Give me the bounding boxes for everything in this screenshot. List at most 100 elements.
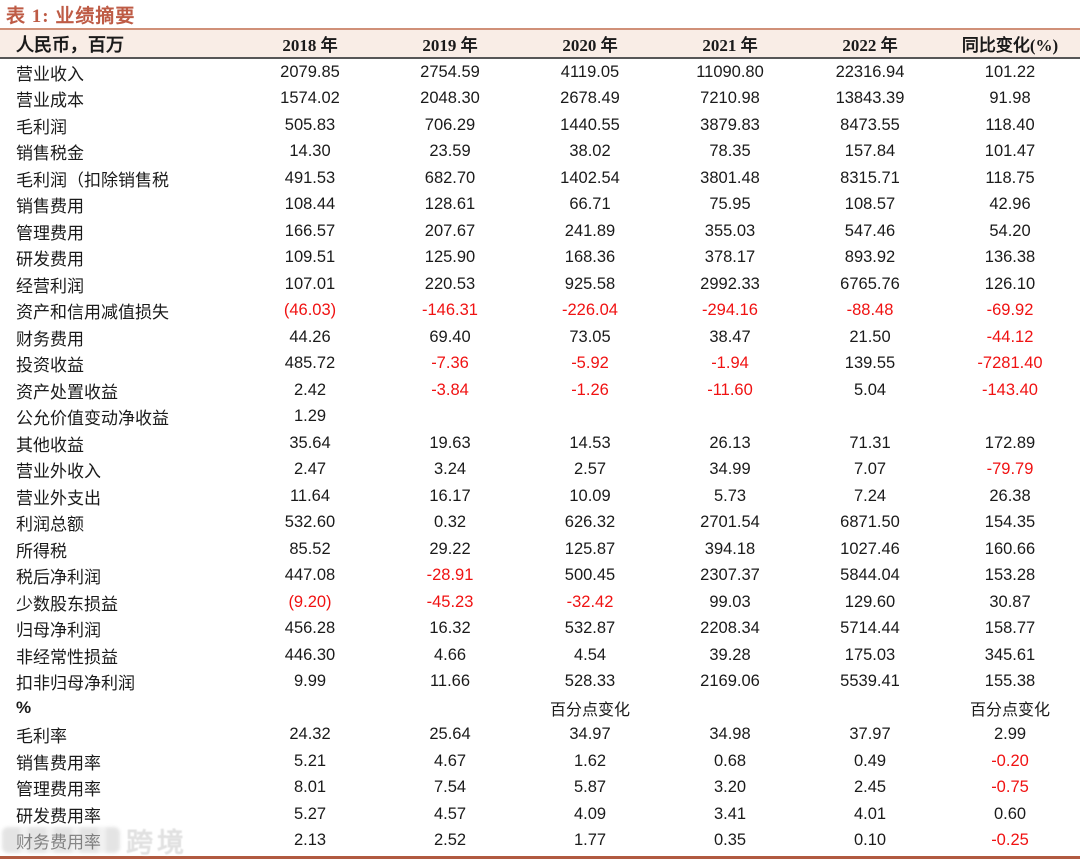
table-cell: 34.98 xyxy=(709,725,751,744)
table-cell: 6871.50 xyxy=(840,513,900,532)
table-cell: 355.03 xyxy=(704,221,756,240)
table-cell: 44.26 xyxy=(289,327,331,346)
column-header: 同比变化(%) xyxy=(961,36,1059,55)
table-cell: 4.09 xyxy=(573,804,607,823)
table-cell: 7.54 xyxy=(433,778,467,797)
table-row: 归母净利润 456.28 16.32 532.87 2208.34 5714.44 158.… xyxy=(0,616,1080,643)
table-cell: 1027.46 xyxy=(840,539,900,558)
table-row: 营业收入 2079.85 2754.59 4119.05 11090.80 22316.9… xyxy=(0,59,1080,86)
table-cell: 3879.83 xyxy=(700,115,760,134)
table-cell: 220.53 xyxy=(424,274,476,293)
table-title: 表 1: 业绩摘要 xyxy=(6,5,136,27)
table-cell: -28.91 xyxy=(426,566,474,585)
table-cell: 153.28 xyxy=(984,566,1036,585)
table-row: 投资收益 485.72 -7.36 -5.92 -1.94 139.55 -7281.40 xyxy=(0,351,1080,378)
row-label: 营业外支出 xyxy=(16,488,101,508)
table-cell: 108.57 xyxy=(844,195,896,214)
table-cell: 5.87 xyxy=(573,778,607,797)
table-row: 财务费用率 2.13 2.52 1.77 0.35 0.10 -0.25 xyxy=(0,828,1080,855)
table-row: 非经常性损益 446.30 4.66 4.54 39.28 175.03 345.61 xyxy=(0,642,1080,669)
table-cell: 37.97 xyxy=(849,725,891,744)
table-cell: 3801.48 xyxy=(700,168,760,187)
table-row: 管理费用 166.57 207.67 241.89 355.03 547.46 54.20 xyxy=(0,218,1080,245)
table-cell: 4.01 xyxy=(853,804,887,823)
table-cell: 532.87 xyxy=(564,619,616,638)
table-row: 扣非归母净利润 9.99 11.66 528.33 2169.06 5539.41 155.… xyxy=(0,669,1080,696)
row-label: 其他收益 xyxy=(16,435,84,455)
table-cell: 25.64 xyxy=(429,725,471,744)
table-title-bar: 表 1: 业绩摘要 xyxy=(0,0,1080,30)
table-cell: 893.92 xyxy=(844,248,896,267)
row-label: 毛利率 xyxy=(16,727,67,747)
table-cell: 2754.59 xyxy=(420,62,480,81)
table-cell: -88.48 xyxy=(846,301,894,320)
table-cell: -0.20 xyxy=(991,751,1029,770)
column-header: 2021 年 xyxy=(702,36,758,55)
table-cell: 0.68 xyxy=(713,751,747,770)
table-cell: 2169.06 xyxy=(700,672,760,691)
table-cell: 4.54 xyxy=(573,645,607,664)
table-cell: 4.67 xyxy=(433,751,467,770)
table-cell: 0.32 xyxy=(433,513,467,532)
table-cell: 2.57 xyxy=(573,460,607,479)
row-label: 投资收益 xyxy=(16,356,84,376)
table-cell: 7.24 xyxy=(853,486,887,505)
table-cell: 500.45 xyxy=(564,566,616,585)
table-cell: 34.99 xyxy=(709,460,751,479)
table-cell: 11.64 xyxy=(289,486,331,505)
column-header: 2020 年 xyxy=(562,36,618,55)
table-cell: 29.22 xyxy=(429,539,471,558)
table-cell: 447.08 xyxy=(284,566,336,585)
table-cell: 百分点变化 xyxy=(969,702,1050,720)
table-cell: 75.95 xyxy=(709,195,751,214)
table-cell: 7210.98 xyxy=(700,89,760,108)
row-label: 扣非归母净利润 xyxy=(16,674,135,694)
table-cell: 5714.44 xyxy=(840,619,900,638)
table-row: 税后净利润 447.08 -28.91 500.45 2307.37 5844.04 153… xyxy=(0,563,1080,590)
table-cell: (9.20) xyxy=(288,592,332,611)
table-cell: 4.66 xyxy=(433,645,467,664)
table-cell: 23.59 xyxy=(429,142,471,161)
table-cell: -143.40 xyxy=(982,380,1038,399)
table-cell: 1440.55 xyxy=(560,115,620,134)
table-cell: 125.90 xyxy=(424,248,476,267)
table-cell: 69.40 xyxy=(429,327,471,346)
table-cell: -32.42 xyxy=(566,592,614,611)
table-cell: 160.66 xyxy=(984,539,1036,558)
table-cell: 2079.85 xyxy=(280,62,340,81)
table-cell: 2701.54 xyxy=(700,513,760,532)
table-cell: 11090.80 xyxy=(696,62,764,81)
table-cell: 157.84 xyxy=(844,142,896,161)
table-cell: 42.96 xyxy=(989,195,1031,214)
table-cell: 22316.94 xyxy=(835,62,905,81)
table-cell: -45.23 xyxy=(426,592,474,611)
table-cell: -3.84 xyxy=(431,380,469,399)
table-cell: 706.29 xyxy=(424,115,476,134)
table-cell: 7.07 xyxy=(853,460,887,479)
table-cell: -11.60 xyxy=(707,380,753,399)
row-label: 经营利润 xyxy=(16,276,84,296)
table-cell: 2307.37 xyxy=(700,566,760,585)
table-row: 研发费用 109.51 125.90 168.36 378.17 893.92 136.38 xyxy=(0,245,1080,272)
table-cell: 0.49 xyxy=(853,751,887,770)
table-cell: -146.31 xyxy=(422,301,478,320)
table-row: 销售税金 14.30 23.59 38.02 78.35 157.84 101.47 xyxy=(0,139,1080,166)
table-cell: 129.60 xyxy=(844,592,896,611)
table-cell: 682.70 xyxy=(424,168,476,187)
table-cell: 8315.71 xyxy=(840,168,900,187)
table-cell: 2048.30 xyxy=(420,89,480,108)
table-cell: 8473.55 xyxy=(840,115,900,134)
table-row: 毛利润（扣除销售税 491.53 682.70 1402.54 3801.48 8315.… xyxy=(0,165,1080,192)
table-row: 经营利润 107.01 220.53 925.58 2992.33 6765.76 126.… xyxy=(0,271,1080,298)
table-cell: 128.61 xyxy=(424,195,476,214)
table-cell: 528.33 xyxy=(564,672,616,691)
table-bottom-border xyxy=(0,856,1080,859)
table-cell: 54.20 xyxy=(989,221,1031,240)
table-cell: 547.46 xyxy=(844,221,896,240)
table-cell: 10.09 xyxy=(569,486,611,505)
table-cell: 101.47 xyxy=(984,142,1036,161)
table-row: 销售费用 108.44 128.61 66.71 75.95 108.57 42.96 xyxy=(0,192,1080,219)
table-row: 毛利率 24.32 25.64 34.97 34.98 37.97 2.99 xyxy=(0,722,1080,749)
table-cell: 394.18 xyxy=(704,539,756,558)
table-cell: 491.53 xyxy=(284,168,336,187)
